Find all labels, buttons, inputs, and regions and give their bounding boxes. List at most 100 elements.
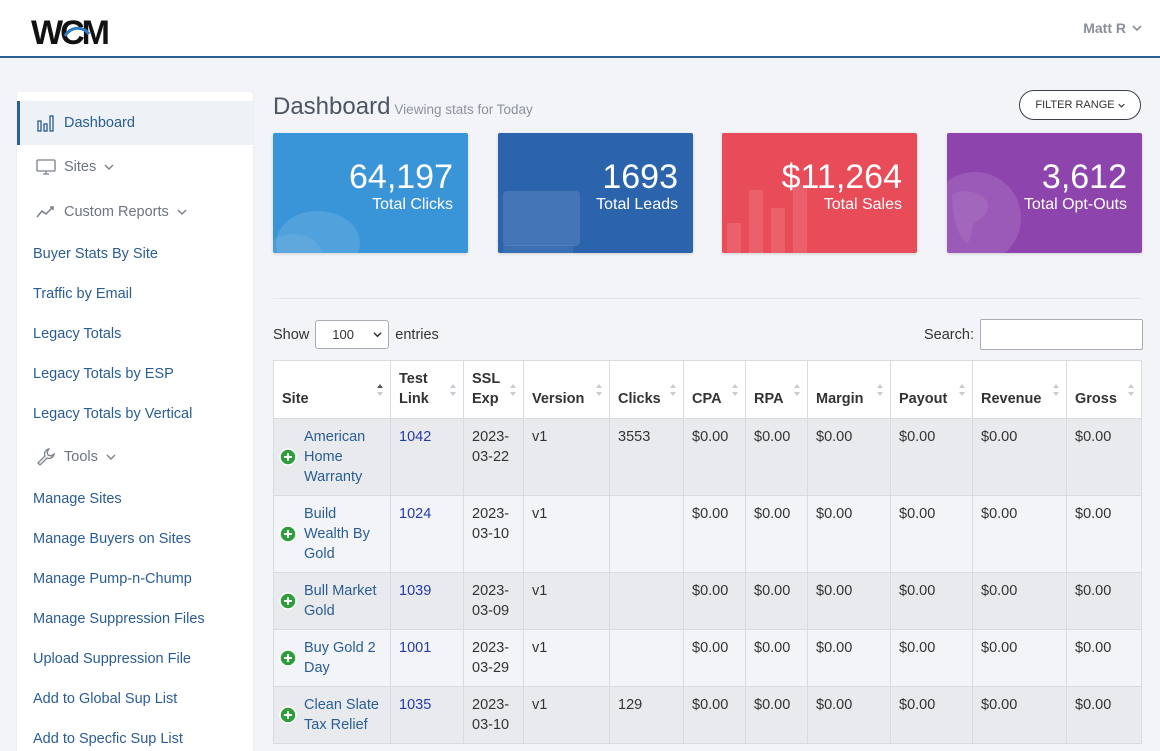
site-link[interactable]: American Home Warranty bbox=[304, 429, 366, 485]
chevron-down-icon bbox=[1132, 25, 1142, 32]
cell-version: v1 bbox=[523, 495, 610, 573]
column-header[interactable]: Clicks bbox=[609, 360, 684, 419]
sidebar-link-buyer-stats[interactable]: Buyer Stats By Site bbox=[33, 246, 158, 262]
cell-gross: $0.00 bbox=[1066, 572, 1142, 630]
column-header[interactable]: SSL Exp bbox=[463, 360, 524, 419]
entries-select[interactable]: 100 bbox=[315, 320, 390, 349]
sidebar-link-manage-sites[interactable]: Manage Sites bbox=[33, 491, 122, 507]
cell-version: v1 bbox=[523, 686, 610, 744]
site-link[interactable]: Buy Gold 2 Day bbox=[304, 640, 376, 676]
filter-range-button[interactable]: FILTER RANGE bbox=[1019, 90, 1141, 120]
column-header[interactable]: Revenue bbox=[972, 360, 1067, 419]
stat-label: Total Opt-Outs bbox=[1023, 196, 1127, 213]
cell-site: Bull Market Gold bbox=[273, 572, 391, 630]
column-header-label: Gross bbox=[1075, 391, 1117, 407]
sidebar-link-manage-suppression-files[interactable]: Manage Suppression Files bbox=[33, 611, 205, 627]
column-header-label: Version bbox=[532, 391, 585, 407]
gross-value: $0.00 bbox=[1075, 697, 1112, 713]
cell-clicks bbox=[609, 629, 684, 687]
version-value: v1 bbox=[532, 429, 548, 445]
expand-row-icon[interactable] bbox=[279, 592, 297, 610]
test-link[interactable]: 1035 bbox=[399, 697, 432, 713]
entries-label: entries bbox=[395, 326, 439, 343]
cell-payout: $0.00 bbox=[890, 495, 973, 573]
column-header[interactable]: CPA bbox=[683, 360, 746, 419]
sidebar-link-manage-buyers[interactable]: Manage Buyers on Sites bbox=[33, 531, 191, 547]
stat-card-total-clicks: 64,197 Total Clicks bbox=[273, 133, 468, 253]
site-link[interactable]: Bull Market Gold bbox=[304, 583, 377, 619]
cell-ssl-exp: 2023-03-10 bbox=[463, 495, 524, 573]
expand-row-icon[interactable] bbox=[279, 706, 297, 724]
test-link[interactable]: 1001 bbox=[399, 640, 432, 656]
cell-test-link: 1024 bbox=[390, 495, 464, 573]
expand-row-icon[interactable] bbox=[279, 448, 297, 466]
sidebar-item-sites[interactable]: Sites bbox=[17, 145, 253, 189]
wrench-icon bbox=[36, 447, 56, 467]
margin-value: $0.00 bbox=[816, 640, 853, 656]
margin-value: $0.00 bbox=[816, 583, 853, 599]
line-chart-icon bbox=[36, 202, 56, 222]
cell-payout: $0.00 bbox=[890, 629, 973, 687]
payout-value: $0.00 bbox=[899, 640, 936, 656]
column-header[interactable]: Margin bbox=[807, 360, 891, 419]
search-input[interactable] bbox=[979, 319, 1143, 350]
sort-arrows-icon bbox=[1053, 384, 1059, 396]
bar-chart-icon bbox=[727, 185, 807, 253]
cell-ssl-exp: 2023-03-10 bbox=[463, 686, 524, 744]
wcm-logo[interactable]: WCM bbox=[31, 14, 123, 48]
sidebar-link-traffic-by-email[interactable]: Traffic by Email bbox=[33, 286, 133, 302]
sidebar-link-upload-suppression-file[interactable]: Upload Suppression File bbox=[33, 651, 191, 667]
globe-icon bbox=[947, 172, 1021, 253]
table-row: American Home Warranty 1042 2023-03-22 v1 35… bbox=[273, 418, 1142, 496]
test-link[interactable]: 1024 bbox=[399, 506, 432, 522]
cell-test-link: 1001 bbox=[390, 629, 464, 687]
chevron-down-icon bbox=[1117, 103, 1125, 108]
sidebar-link-legacy-totals-esp[interactable]: Legacy Totals by ESP bbox=[33, 366, 174, 382]
chat-bubble-icon bbox=[273, 211, 360, 253]
sidebar-link-add-global-sup-list[interactable]: Add to Global Sup List bbox=[33, 691, 178, 707]
sort-arrows-icon bbox=[732, 384, 738, 396]
column-header[interactable]: Payout bbox=[890, 360, 973, 419]
column-header-label: Revenue bbox=[981, 391, 1042, 407]
table-row: Clean Slate Tax Relief 1035 2023-03-10 v1 12… bbox=[273, 686, 1142, 744]
margin-value: $0.00 bbox=[816, 697, 853, 713]
sidebar-item-label: Dashboard bbox=[64, 115, 135, 131]
cell-ssl-exp: 2023-03-29 bbox=[463, 629, 524, 687]
cell-margin: $0.00 bbox=[807, 495, 891, 573]
cell-site: Buy Gold 2 Day bbox=[273, 629, 391, 687]
chevron-down-icon bbox=[373, 332, 382, 338]
column-header[interactable]: Site bbox=[273, 360, 391, 419]
column-header[interactable]: RPA bbox=[745, 360, 808, 419]
sort-arrows-icon bbox=[670, 384, 676, 396]
sidebar-link-add-specific-sup-list[interactable]: Add to Specfic Sup List bbox=[33, 731, 183, 747]
cell-revenue: $0.00 bbox=[972, 686, 1067, 744]
test-link[interactable]: 1042 bbox=[399, 429, 432, 445]
sidebar-item-custom-reports[interactable]: Custom Reports bbox=[17, 190, 253, 234]
cell-test-link: 1035 bbox=[390, 686, 464, 744]
revenue-value: $0.00 bbox=[981, 583, 1018, 599]
column-header-label: SSL Exp bbox=[472, 371, 500, 407]
sidebar-link-manage-pump-n-chump[interactable]: Manage Pump-n-Chump bbox=[33, 571, 192, 587]
cpa-value: $0.00 bbox=[692, 640, 729, 656]
expand-row-icon[interactable] bbox=[279, 649, 297, 667]
cell-cpa: $0.00 bbox=[683, 686, 746, 744]
ssl-exp-value: 2023-03-29 bbox=[472, 640, 510, 676]
cell-revenue: $0.00 bbox=[972, 572, 1067, 630]
ssl-exp-value: 2023-03-09 bbox=[472, 583, 510, 619]
site-link[interactable]: Clean Slate Tax Relief bbox=[304, 697, 379, 733]
cell-ssl-exp: 2023-03-09 bbox=[463, 572, 524, 630]
column-header[interactable]: Test Link bbox=[390, 360, 464, 419]
user-menu[interactable]: Matt R bbox=[1083, 20, 1142, 36]
site-link[interactable]: Build Wealth By Gold bbox=[304, 506, 370, 562]
column-header[interactable]: Version bbox=[523, 360, 610, 419]
expand-row-icon[interactable] bbox=[279, 525, 297, 543]
sidebar-item-dashboard[interactable]: Dashboard bbox=[17, 101, 253, 145]
sidebar-link-legacy-totals-vertical[interactable]: Legacy Totals by Vertical bbox=[33, 406, 193, 422]
sidebar-link-legacy-totals[interactable]: Legacy Totals bbox=[33, 326, 122, 342]
cell-cpa: $0.00 bbox=[683, 495, 746, 573]
entries-control: Show 100 entries bbox=[273, 320, 439, 349]
sidebar-item-tools[interactable]: Tools bbox=[17, 435, 253, 479]
stat-value: 64,197 bbox=[349, 158, 453, 196]
test-link[interactable]: 1039 bbox=[399, 583, 432, 599]
column-header[interactable]: Gross bbox=[1066, 360, 1142, 419]
